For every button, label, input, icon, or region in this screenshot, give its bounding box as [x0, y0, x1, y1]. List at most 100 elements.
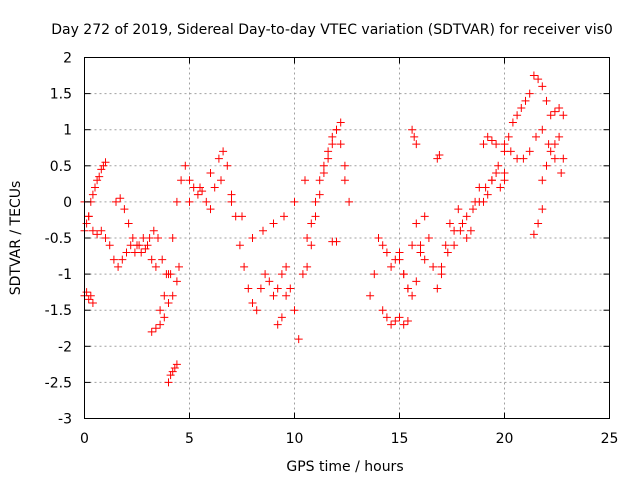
data-point [412, 219, 421, 228]
data-point [175, 262, 183, 271]
data-point [95, 172, 104, 181]
data-point [261, 270, 270, 279]
x-tick-label: 15 [391, 431, 409, 447]
data-point [145, 234, 154, 242]
data-point [492, 140, 501, 149]
y-tick-label: 2 [63, 51, 72, 67]
chart-title: Day 272 of 2019, Sidereal Day-to-day VTE… [51, 22, 613, 38]
data-point [151, 324, 160, 333]
data-point [408, 241, 417, 250]
data-point [475, 197, 484, 206]
data-point [538, 176, 547, 185]
data-point [441, 241, 450, 250]
data-point [290, 197, 299, 206]
data-point [382, 248, 391, 257]
y-tick-labels: -3 -2.5 -2 -1.5 -1 -0.5 0 0.5 1 1.5 2 [45, 51, 72, 428]
data-point [378, 306, 387, 315]
data-point [269, 291, 278, 300]
data-point [219, 147, 228, 156]
data-point [336, 140, 345, 149]
data-point [235, 241, 244, 250]
data-point [269, 219, 278, 228]
data-point [198, 187, 207, 196]
data-point [164, 298, 173, 307]
data-point [445, 219, 454, 228]
data-point [141, 244, 150, 253]
x-tick-labels: 0 5 10 15 20 25 [80, 431, 618, 447]
data-point [328, 132, 337, 141]
data-points [80, 71, 568, 387]
data-point [172, 277, 181, 286]
data-point [282, 262, 291, 271]
data-point [154, 234, 162, 242]
data-point [550, 140, 559, 149]
data-point [248, 298, 257, 307]
data-point [412, 140, 421, 149]
data-point [481, 183, 490, 192]
x-tick-label: 25 [601, 431, 619, 447]
data-point [158, 255, 167, 264]
data-point [437, 262, 446, 271]
data-point [504, 132, 513, 141]
data-point [517, 104, 526, 113]
data-point [248, 234, 257, 242]
y-tick-label: -3 [58, 412, 72, 428]
x-axis-label: GPS time / hours [286, 459, 403, 475]
data-point [168, 367, 177, 376]
data-point [546, 147, 555, 156]
data-point [118, 255, 127, 264]
data-point [500, 140, 509, 149]
data-point [86, 291, 95, 300]
data-point [534, 219, 543, 228]
y-tick-label: -2.5 [45, 375, 72, 391]
data-point [151, 262, 160, 271]
data-point [240, 262, 249, 271]
data-point [88, 226, 97, 235]
data-point [286, 284, 295, 293]
data-point [534, 75, 543, 84]
data-point [97, 165, 106, 174]
data-point [156, 320, 165, 329]
data-point [168, 234, 177, 242]
data-point [366, 291, 375, 300]
data-point [487, 136, 496, 145]
data-point [147, 327, 156, 336]
data-point [332, 237, 341, 246]
data-point [324, 154, 333, 163]
data-point [282, 291, 291, 300]
data-point [170, 363, 179, 372]
data-point [319, 169, 328, 178]
data-point [120, 205, 129, 214]
data-point [550, 107, 559, 116]
data-point [500, 169, 509, 178]
y-tick-label: 0 [63, 195, 72, 211]
data-point [399, 320, 408, 329]
y-axis-label: SDTVAR / TECUs [8, 181, 24, 296]
data-point [483, 190, 492, 199]
data-point [196, 183, 204, 192]
data-point [128, 234, 137, 242]
data-point [303, 234, 312, 242]
y-tick-label: -0.5 [45, 231, 72, 247]
data-point [546, 111, 555, 120]
data-point [340, 161, 349, 170]
data-point [458, 219, 467, 228]
data-point [395, 248, 404, 257]
data-point [116, 194, 125, 203]
y-tick-label: -2 [58, 339, 72, 355]
data-point [259, 226, 267, 235]
data-point [529, 230, 538, 239]
data-point [156, 306, 165, 315]
data-point [82, 288, 91, 297]
data-point [416, 241, 425, 250]
data-point [395, 255, 404, 264]
data-point [506, 147, 515, 156]
data-point [147, 255, 156, 264]
data-point [101, 234, 110, 242]
data-point [217, 176, 225, 185]
data-point [311, 197, 320, 206]
data-point [124, 219, 133, 228]
data-point [410, 132, 419, 141]
data-point [160, 291, 169, 300]
data-point [223, 161, 232, 170]
